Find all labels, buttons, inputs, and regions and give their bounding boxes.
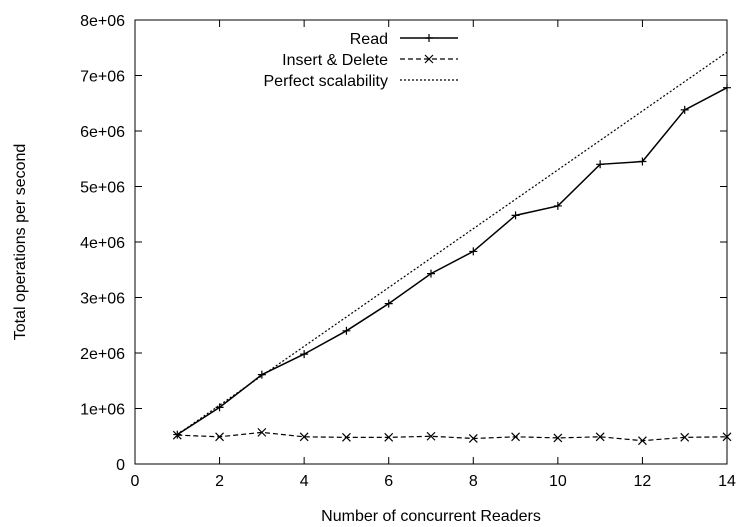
legend-label: Perfect scalability [264,73,389,90]
data-point-x [172,430,182,440]
data-point-x [468,434,478,443]
data-point-plus [553,201,562,210]
data-point-plus [511,211,520,220]
x-tick-label: 4 [300,473,309,490]
x-tick-label: 6 [384,473,393,490]
data-point-plus [342,326,351,335]
data-point-plus [596,160,605,169]
y-tick-label: 6e+06 [80,124,125,141]
y-tick-label: 3e+06 [80,291,125,308]
data-point-plus [469,247,478,256]
y-tick-label: 8e+06 [80,13,125,30]
y-tick-label: 0 [116,457,125,474]
x-tick-label: 14 [718,473,736,490]
data-point-plus [427,269,435,278]
data-point-x [553,433,563,443]
data-point-x [299,432,309,442]
data-point-plus [680,105,689,114]
data-point-x [511,432,520,442]
data-point-x [426,431,436,441]
x-tick-label: 12 [634,473,652,490]
data-point-plus [425,34,433,42]
series-line [177,431,728,442]
data-point-x [595,432,605,442]
x-tick-label: 0 [131,473,140,490]
legend-label: Insert & Delete [282,52,388,69]
series-line [176,87,728,436]
x-tick-label: 10 [549,473,567,490]
data-point-x [384,432,394,442]
axis-ticks: 0 2 4 6 8 10 12 14 0 1e+06 2e+06 3e+06 4e+06 5e+06 6e+… [80,13,736,490]
data-point-plus [300,350,309,359]
data-point-plus [384,299,393,308]
y-tick-label: 1e+06 [80,402,125,419]
plot-frame [134,19,728,465]
series-layer [172,51,732,446]
series-2 [176,51,728,436]
data-point-x [257,427,267,437]
y-tick-label: 2e+06 [80,346,125,363]
data-point-x [638,436,647,446]
data-point-x [424,54,434,64]
x-axis-label: Number of concurrent Readers [321,508,541,525]
legend-label: Read [350,31,388,48]
data-point-plus [257,370,266,379]
x-tick-label: 8 [469,473,478,490]
data-point-x [342,432,351,442]
x-tick-label: 2 [215,473,224,490]
data-point-plus [723,83,731,92]
y-tick-label: 4e+06 [80,235,125,252]
data-point-x [215,432,224,442]
data-point-plus [638,157,647,166]
y-axis-label: Total operations per second [12,144,29,341]
series-line [176,51,728,436]
series-1 [172,427,732,446]
series-0 [173,83,731,439]
y-tick-label: 7e+06 [80,69,125,86]
data-point-x [722,432,732,442]
y-tick-label: 5e+06 [80,180,125,197]
data-point-x [680,432,690,442]
legend: Read Insert & Delete Perfect scalability [264,31,458,90]
